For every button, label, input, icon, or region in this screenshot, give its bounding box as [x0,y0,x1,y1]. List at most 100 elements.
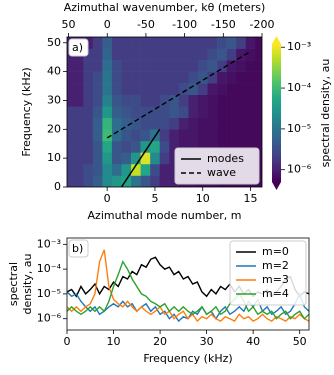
x-tick-label: 40 [246,335,260,348]
heatmap-cell [111,152,122,165]
heatmap-cell [217,71,227,84]
heatmap-cell [197,94,208,107]
heatmap-cell [178,71,189,84]
legend-box [174,147,260,185]
heatmap-cell [92,106,103,119]
y-axis-label: spectral [7,262,20,306]
heatmap-cell [67,117,74,130]
heatmap-cell [73,94,84,107]
heatmap-cell [92,117,103,130]
heatmap-cell [131,48,141,61]
heatmap-cell [226,71,237,84]
heatmap-cell [140,129,151,142]
heatmap-cell [83,163,94,176]
colorbar-tick-label: 10⁻⁵ [287,122,311,135]
heatmap-cell [92,163,103,176]
heatmap-cell [217,83,227,95]
colorbar-extend-top [272,36,281,44]
heatmap-cell [226,83,237,95]
heatmap-cell [121,60,132,72]
heatmap-cell [92,140,103,153]
heatmap-cell [159,175,170,187]
heatmap-cell [140,175,151,187]
heatmap-cell [169,48,180,61]
heatmap-cell [102,117,113,130]
heatmap-cell [169,94,180,107]
heatmap-cell [188,106,199,119]
heatmap-cell [197,129,208,142]
panel-label-box [68,239,89,258]
panel-label: b) [72,242,83,255]
x2-tick-label: -100 [172,18,197,31]
heatmap-cell [226,94,237,107]
heatmap-cell [111,163,122,176]
heatmap-cell [169,175,180,187]
heatmap-cell [73,83,84,95]
heatmap-cell [102,175,113,187]
heatmap-cell [207,48,218,61]
heatmap-cell [159,37,170,49]
y-tick-label: 30 [47,93,61,106]
heatmap-cell [217,129,227,142]
heatmap-cell [140,140,151,153]
legend-label: modes [207,152,244,165]
heatmap-cell [92,60,103,72]
heatmap-cell [140,163,151,176]
series-line [120,128,161,187]
legend-label: m=3 [262,273,289,286]
y-tick-label: 10⁻⁴ [37,262,62,275]
heatmap-cell [236,48,247,61]
heatmap-cell [255,60,262,72]
heatmap-cell [73,106,84,119]
heatmap-cell [111,60,122,72]
heatmap-cell [255,129,262,142]
heatmap-cell [111,129,122,142]
heatmap-cell [159,48,170,61]
heatmap-cell [111,71,122,84]
heatmap-cell [245,129,256,142]
x2-axis-label: Azimuthal wavenumber, kθ (meters) [64,1,266,14]
panel-label: a) [72,41,83,54]
x-tick-label: 30 [200,335,214,348]
heatmap-cell [140,60,151,72]
heatmap-cell [150,71,161,84]
heatmap-cell [236,37,247,49]
heatmap-cell [140,48,151,61]
heatmap-cell [140,117,151,130]
heatmap-cell [131,175,141,187]
heatmap-cell [188,71,199,84]
heatmap-cell [83,83,94,95]
legend: m=0m=2m=3m=4 [229,240,307,306]
heatmap-cell [178,48,189,61]
heatmap-cell [169,71,180,84]
legend-label: m=4 [262,287,289,300]
heatmap-cell [188,48,199,61]
y-tick-label: 40 [47,65,61,78]
series-line [106,50,251,139]
heatmap-cell [226,117,237,130]
heatmap-cell [150,48,161,61]
heatmap-cell [197,37,208,49]
heatmap-cell [67,175,74,187]
heatmap-cell [188,94,199,107]
legend-label: m=2 [262,259,289,272]
x2-tick-label: 50 [62,18,76,31]
heatmap-cell [255,37,262,49]
colorbar-tick-label: 10⁻⁶ [287,163,312,176]
heatmap-cell [226,37,237,49]
heatmap-cell [67,106,74,119]
x-axis-label: Frequency (kHz) [143,352,232,365]
heatmap-cell [140,152,151,165]
heatmap-cell [102,83,113,95]
heatmap-cell [197,48,208,61]
plot-frame [66,36,263,188]
heatmap-cell [159,117,170,130]
colorbar [272,44,281,182]
legend-box [229,240,307,306]
heatmap-cell [111,37,122,49]
x2-tick-label: -50 [137,18,155,31]
heatmap-cell [255,48,262,61]
heatmap-cell [140,106,151,119]
heatmap-cell [131,60,141,72]
heatmap-cell [207,140,218,153]
